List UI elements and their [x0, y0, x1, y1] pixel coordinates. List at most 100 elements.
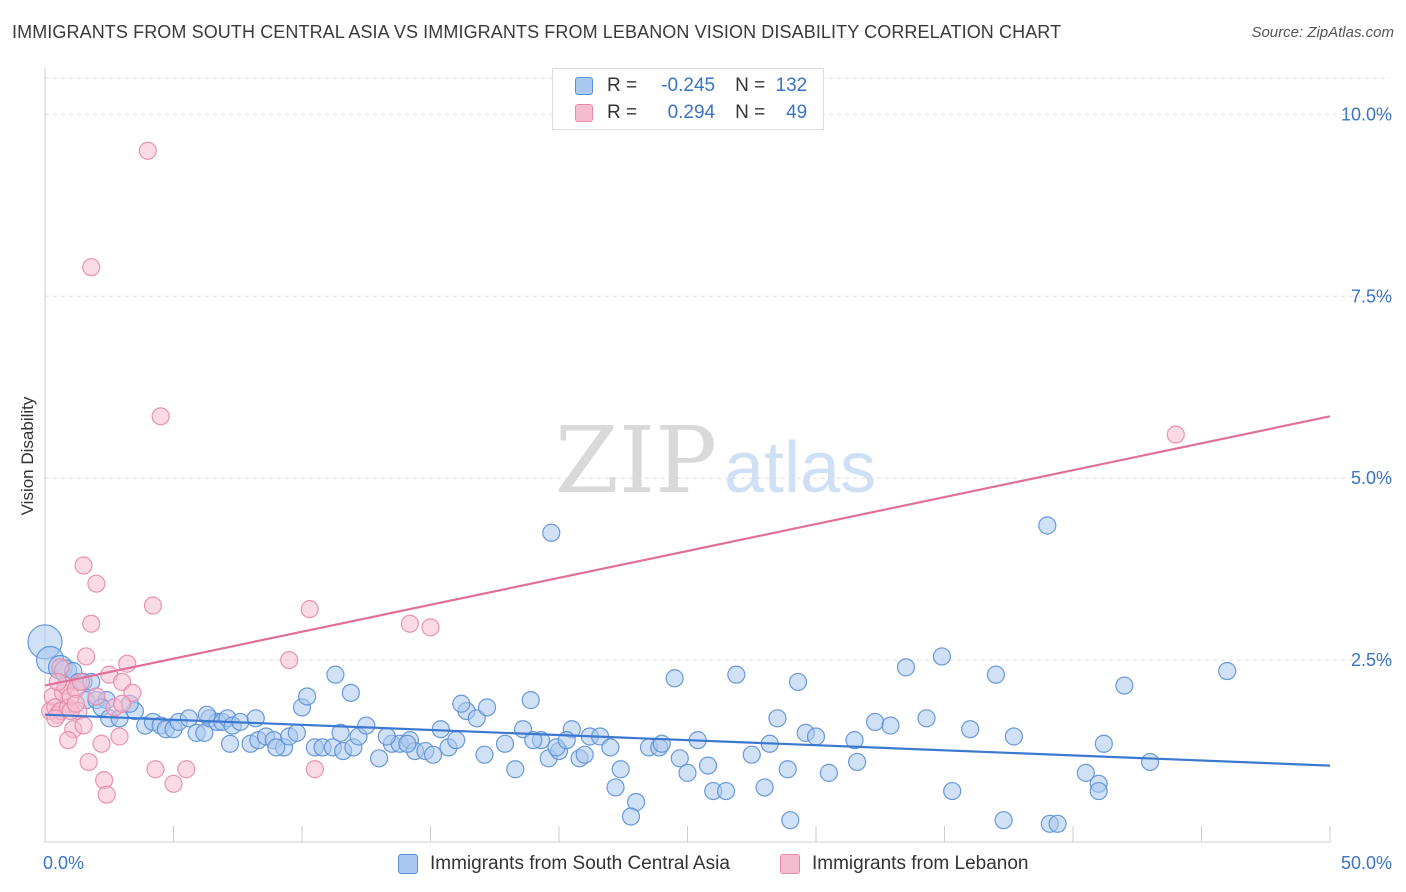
data-point-lebanon: [143, 596, 163, 615]
grid-lines: [45, 77, 1390, 661]
x-tick-label: 50.0%: [1341, 853, 1392, 873]
data-point-south-central-asia: [621, 807, 641, 826]
y-tick-label: 5.0%: [1351, 468, 1392, 488]
data-point-south-central-asia: [788, 672, 808, 692]
data-point-south-central-asia: [298, 687, 317, 706]
data-point-south-central-asia: [778, 760, 797, 779]
data-point-south-central-asia: [727, 665, 746, 684]
legend-r-label: R =: [607, 102, 638, 123]
data-point-south-central-asia: [755, 778, 774, 797]
data-point-south-central-asia: [1115, 676, 1134, 695]
data-point-south-central-asia: [994, 811, 1013, 830]
data-point-lebanon: [177, 760, 196, 779]
chart-title: IMMIGRANTS FROM SOUTH CENTRAL ASIA VS IM…: [12, 22, 1062, 42]
data-point-south-central-asia: [377, 727, 396, 746]
data-point-south-central-asia: [601, 738, 620, 757]
data-point-south-central-asia: [267, 738, 286, 757]
data-point-lebanon: [66, 694, 85, 713]
series-south-central-asia: [27, 516, 1237, 833]
data-point-lebanon: [46, 709, 65, 728]
data-point-lebanon: [300, 600, 319, 619]
data-point-south-central-asia: [986, 665, 1006, 684]
data-point-south-central-asia: [1038, 516, 1057, 535]
watermark: ZIP atlas: [555, 407, 876, 514]
data-point-south-central-asia: [542, 523, 561, 542]
legend-n-value: 132: [775, 75, 808, 96]
data-point-south-central-asia: [197, 705, 217, 724]
bottom-legend-label: Immigrants from South Central Asia: [430, 853, 730, 874]
y-axis-label: Vision Disability: [18, 396, 37, 516]
tick-labels: 2.5% 5.0% 7.5% 10.0% 0.0% 50.0%: [43, 104, 1392, 873]
legend-n-label: N =: [735, 102, 766, 123]
data-point-lebanon: [146, 760, 165, 779]
data-point-south-central-asia: [575, 745, 594, 764]
data-point-south-central-asia: [521, 691, 540, 710]
data-point-south-central-asia: [678, 763, 697, 782]
data-point-south-central-asia: [506, 760, 525, 779]
y-tick-label: 7.5%: [1351, 286, 1392, 306]
y-tick-label: 2.5%: [1351, 650, 1392, 670]
data-point-south-central-asia: [961, 720, 980, 739]
x-tick-label: 0.0%: [43, 853, 84, 873]
trend-lines: [44, 415, 1331, 767]
bottom-legend-south-central-asia: Immigrants from South Central Asia: [398, 852, 730, 876]
data-point-south-central-asia: [866, 712, 885, 732]
trend-line-lebanon: [44, 415, 1331, 687]
data-point-south-central-asia: [475, 745, 494, 764]
data-point-lebanon: [79, 752, 98, 772]
data-point-south-central-asia: [1094, 734, 1113, 753]
stats-legend: R = -0.245 N = 132 R = 0.294 N = 49: [552, 68, 824, 130]
data-point-lebanon: [82, 614, 101, 633]
data-point-south-central-asia: [477, 698, 497, 717]
data-point-lebanon: [151, 407, 170, 426]
bottom-legend-label: Immigrants from Lebanon: [812, 853, 1029, 874]
data-point-south-central-asia: [742, 745, 761, 764]
source-label: Source: ZipAtlas.com: [1251, 24, 1394, 41]
legend-r-value: -0.245: [661, 75, 716, 96]
data-point-south-central-asia: [326, 665, 345, 684]
data-point-south-central-asia: [357, 716, 376, 735]
data-point-lebanon: [77, 647, 96, 666]
data-point-lebanon: [1166, 425, 1185, 444]
legend-swatch-pink: [575, 104, 593, 122]
data-point-south-central-asia: [341, 683, 360, 702]
watermark-zip: ZIP: [555, 407, 717, 514]
data-point-south-central-asia: [943, 781, 962, 801]
data-point-south-central-asia: [698, 756, 718, 775]
data-point-lebanon: [92, 734, 111, 753]
data-point-south-central-asia: [611, 760, 630, 779]
data-point-south-central-asia: [917, 709, 936, 728]
data-point-south-central-asia: [524, 731, 543, 750]
data-point-south-central-asia: [1048, 814, 1067, 833]
data-point-south-central-asia: [670, 749, 689, 768]
data-point-south-central-asia: [1140, 752, 1160, 772]
data-point-south-central-asia: [716, 781, 736, 801]
legend-row-pink: R = 0.294 N = 49: [575, 100, 807, 126]
data-point-south-central-asia: [398, 734, 417, 753]
data-point-lebanon: [74, 716, 93, 735]
legend-row-blue: R = -0.245 N = 132: [575, 73, 807, 99]
data-point-south-central-asia: [606, 778, 625, 797]
data-point-south-central-asia: [447, 731, 466, 750]
data-point-south-central-asia: [1076, 763, 1095, 782]
data-point-south-central-asia: [220, 734, 240, 753]
data-point-lebanon: [110, 727, 129, 746]
data-point-lebanon: [59, 731, 78, 750]
legend-r-value: 0.294: [667, 102, 716, 123]
data-point-lebanon: [97, 785, 116, 804]
data-point-south-central-asia: [423, 745, 443, 764]
data-point-lebanon: [138, 141, 157, 160]
data-point-lebanon: [400, 614, 420, 633]
data-point-south-central-asia: [819, 763, 838, 782]
data-point-south-central-asia: [845, 731, 864, 750]
data-point-lebanon: [112, 694, 132, 713]
bottom-legend-swatch-blue: [398, 854, 418, 874]
bottom-legend-lebanon: Immigrants from Lebanon: [780, 852, 1029, 876]
data-point-south-central-asia: [881, 716, 900, 735]
y-tick-label: 10.0%: [1341, 104, 1392, 124]
legend-r-label: R =: [607, 75, 638, 96]
data-point-lebanon: [87, 574, 106, 593]
watermark-atlas: atlas: [724, 428, 876, 508]
data-point-lebanon: [280, 650, 299, 670]
